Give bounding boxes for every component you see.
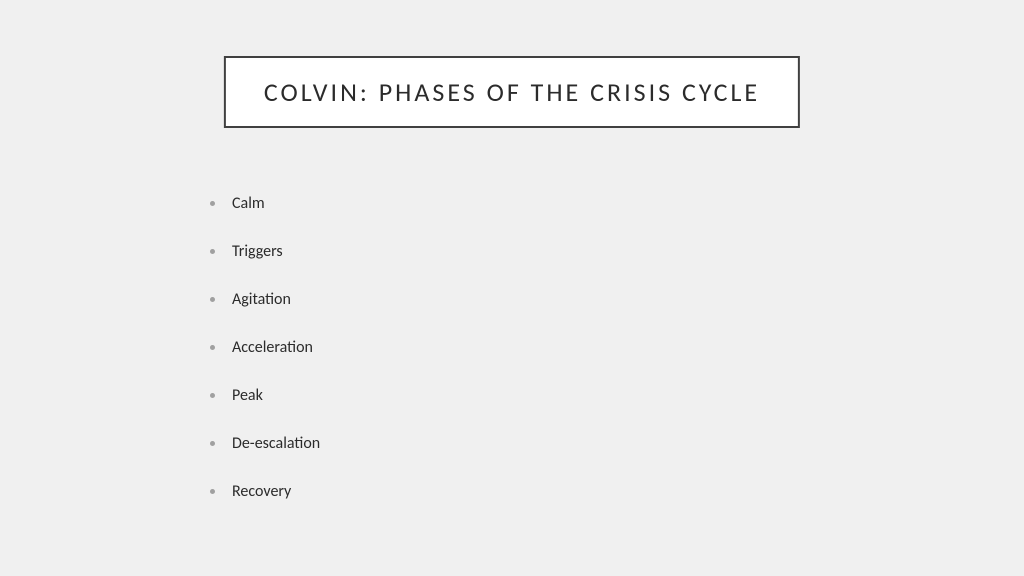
bullet-icon (210, 441, 215, 446)
list-item: Peak (210, 386, 320, 405)
bullet-icon (210, 201, 215, 206)
list-item-label: Triggers (232, 242, 283, 261)
bullet-icon (210, 297, 215, 302)
bullet-icon (210, 345, 215, 350)
list-item: Calm (210, 194, 320, 213)
list-item: Agitation (210, 290, 320, 309)
phases-list: Calm Triggers Agitation Acceleration Pea… (210, 194, 320, 530)
list-item-label: Calm (232, 194, 265, 213)
list-item-label: Agitation (232, 290, 291, 309)
slide-title: COLVIN: PHASES OF THE CRISIS CYCLE (264, 76, 760, 108)
bullet-icon (210, 393, 215, 398)
list-item: Acceleration (210, 338, 320, 357)
list-item-label: Recovery (232, 482, 291, 501)
list-item: De-escalation (210, 434, 320, 453)
title-box: COLVIN: PHASES OF THE CRISIS CYCLE (224, 56, 800, 128)
list-item-label: Acceleration (232, 338, 313, 357)
list-item-label: De-escalation (232, 434, 320, 453)
list-item: Recovery (210, 482, 320, 501)
bullet-icon (210, 489, 215, 494)
list-item-label: Peak (232, 386, 263, 405)
list-item: Triggers (210, 242, 320, 261)
bullet-icon (210, 249, 215, 254)
